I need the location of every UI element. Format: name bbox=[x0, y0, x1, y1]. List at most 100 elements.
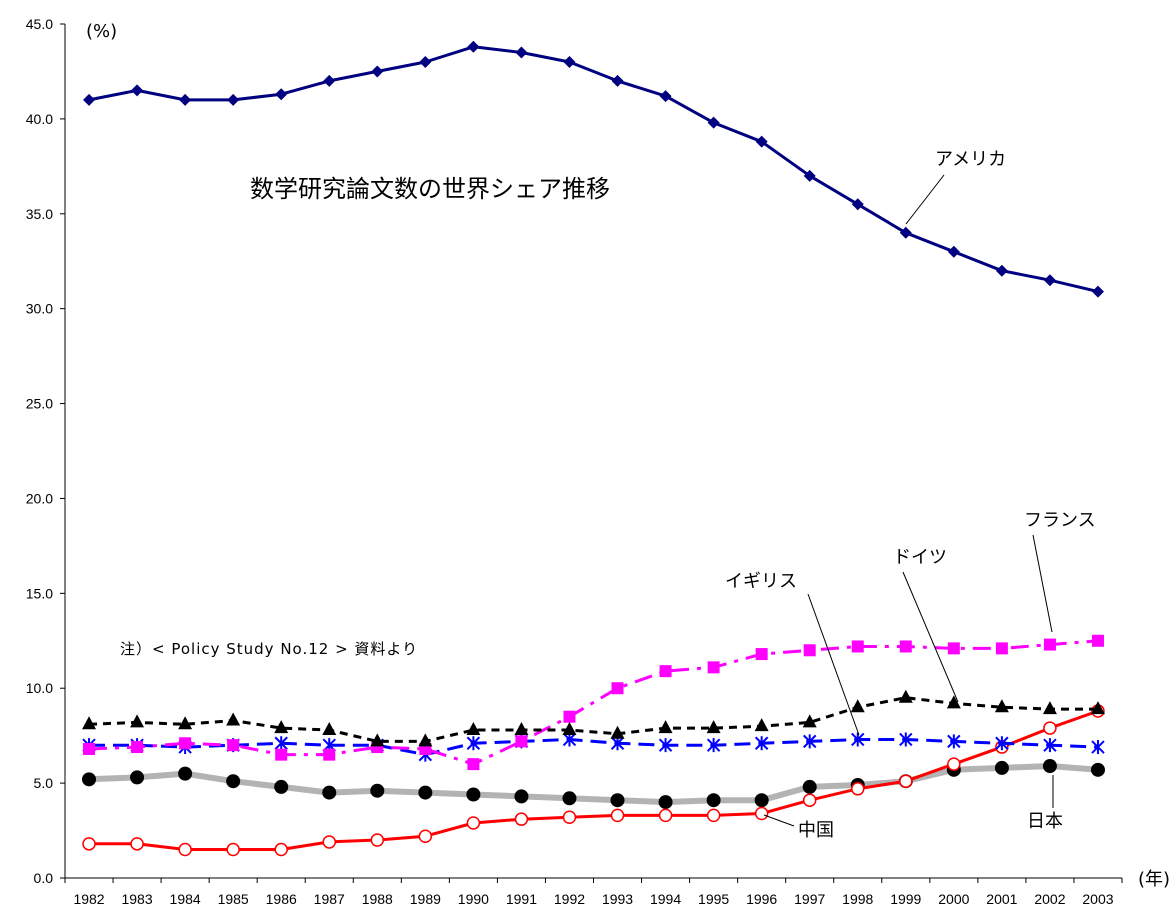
data-point bbox=[658, 738, 673, 753]
data-point bbox=[226, 712, 241, 726]
data-point bbox=[851, 732, 865, 747]
data-point bbox=[323, 748, 336, 761]
y-tick-label: 15.0 bbox=[26, 585, 53, 601]
y-tick-label: 20.0 bbox=[26, 490, 53, 506]
series-line bbox=[89, 738, 1099, 757]
y-tick-label: 0.0 bbox=[34, 870, 54, 886]
data-point bbox=[370, 833, 385, 847]
data-point bbox=[995, 264, 1008, 277]
data-point bbox=[515, 46, 528, 59]
data-point bbox=[706, 720, 721, 734]
series-label-japan: 日本 bbox=[1027, 811, 1063, 832]
x-tick-label: 1986 bbox=[266, 891, 297, 907]
x-tick-label: 1995 bbox=[698, 891, 729, 907]
callout-china bbox=[763, 814, 795, 827]
data-point bbox=[802, 793, 817, 807]
x-tick-label: 1993 bbox=[602, 891, 633, 907]
x-tick-label: 1984 bbox=[170, 891, 201, 907]
series-line bbox=[88, 763, 1099, 806]
callout-usa bbox=[905, 174, 945, 225]
data-point bbox=[754, 806, 769, 821]
x-tick-label: 2000 bbox=[938, 891, 969, 907]
data-point bbox=[1043, 721, 1057, 735]
data-point bbox=[1091, 285, 1104, 298]
data-point bbox=[370, 733, 385, 747]
data-point bbox=[803, 169, 816, 182]
data-point bbox=[275, 88, 288, 101]
data-point bbox=[802, 714, 817, 728]
chart-title: 数学研究論文数の世界シェア推移 bbox=[250, 175, 610, 203]
data-point bbox=[275, 748, 288, 761]
data-point bbox=[706, 793, 721, 808]
data-point bbox=[418, 733, 433, 747]
data-point bbox=[1042, 701, 1057, 715]
data-point bbox=[610, 793, 625, 808]
data-point bbox=[322, 785, 337, 800]
data-point bbox=[946, 695, 961, 709]
data-point bbox=[82, 837, 96, 851]
y-axis-label: (%) bbox=[86, 21, 117, 42]
data-point bbox=[658, 808, 673, 823]
data-point bbox=[322, 835, 336, 849]
data-point bbox=[755, 648, 768, 661]
data-point bbox=[419, 55, 432, 68]
data-point bbox=[227, 739, 240, 752]
data-point bbox=[178, 842, 192, 857]
data-point bbox=[947, 245, 960, 258]
data-point bbox=[322, 721, 337, 735]
data-point bbox=[610, 725, 625, 739]
data-point bbox=[1090, 701, 1105, 715]
x-tick-label: 1988 bbox=[362, 891, 393, 907]
data-point bbox=[274, 720, 289, 734]
data-point bbox=[83, 93, 96, 106]
series-0 bbox=[83, 40, 1104, 298]
x-tick-label: 1999 bbox=[890, 891, 921, 907]
data-point bbox=[130, 770, 145, 785]
data-point bbox=[994, 760, 1009, 775]
data-point bbox=[515, 735, 528, 748]
data-point bbox=[130, 837, 144, 851]
data-point bbox=[418, 829, 433, 843]
data-point bbox=[467, 758, 480, 771]
data-point bbox=[274, 736, 288, 751]
data-point bbox=[802, 779, 817, 794]
data-point bbox=[995, 736, 1009, 751]
series-line bbox=[89, 709, 1099, 851]
data-point bbox=[178, 766, 193, 781]
data-point bbox=[1043, 274, 1056, 287]
data-point bbox=[658, 720, 673, 734]
data-point bbox=[371, 65, 384, 78]
data-point bbox=[274, 779, 289, 794]
x-tick-label: 1987 bbox=[314, 891, 345, 907]
data-point bbox=[514, 812, 529, 826]
data-point bbox=[851, 640, 864, 653]
x-tick-label: 1997 bbox=[794, 891, 825, 907]
data-point bbox=[274, 842, 288, 857]
data-point bbox=[994, 699, 1009, 713]
callout-germany bbox=[902, 571, 959, 703]
data-point bbox=[83, 742, 96, 755]
data-point bbox=[466, 816, 481, 830]
data-point bbox=[130, 714, 145, 728]
data-point bbox=[323, 74, 336, 87]
data-point bbox=[707, 116, 720, 129]
data-point bbox=[659, 665, 672, 678]
x-axis-label: (年) bbox=[1138, 869, 1170, 890]
x-tick-label: 1998 bbox=[842, 891, 873, 907]
data-point bbox=[995, 642, 1008, 655]
data-point bbox=[611, 682, 624, 695]
data-point bbox=[226, 842, 240, 857]
data-point bbox=[563, 710, 576, 723]
series-label-china: 中国 bbox=[798, 820, 834, 841]
data-point bbox=[899, 774, 913, 788]
data-point bbox=[899, 732, 913, 747]
data-point bbox=[178, 716, 193, 730]
series-label-uk: イギリス bbox=[725, 571, 797, 592]
x-tick-label: 1989 bbox=[410, 891, 441, 907]
data-point bbox=[514, 789, 529, 804]
data-point bbox=[706, 808, 721, 823]
series-label-germany: ドイツ bbox=[893, 547, 947, 568]
y-tick-label: 35.0 bbox=[26, 206, 53, 222]
data-point bbox=[82, 772, 97, 787]
